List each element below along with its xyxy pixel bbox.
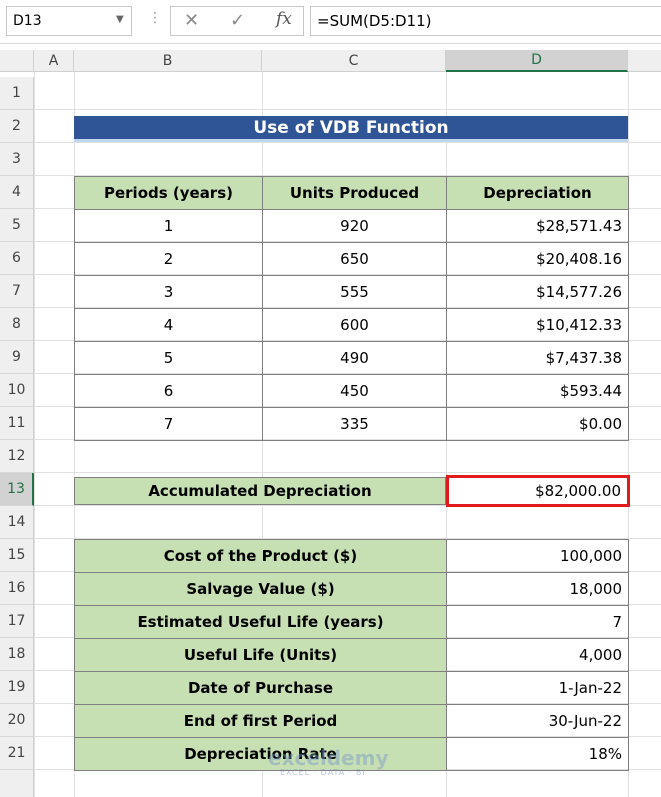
table-cell: 4	[74, 308, 263, 342]
table-cell: 3	[74, 275, 263, 309]
input-label: End of first Period	[74, 704, 447, 738]
input-label: Cost of the Product ($)	[74, 539, 447, 573]
table-cell: $0.00	[446, 407, 629, 441]
row-header[interactable]: 2	[0, 110, 34, 143]
name-box[interactable]: D13	[6, 6, 132, 36]
table-cell: 2	[74, 242, 263, 276]
grid-line	[34, 406, 661, 407]
column-header[interactable]: B	[74, 50, 262, 72]
table-cell: 6	[74, 374, 263, 408]
separator: ⋮	[148, 10, 162, 26]
grid-line	[34, 538, 661, 539]
accumulated-label: Accumulated Depreciation	[74, 477, 446, 505]
row-header[interactable]: 10	[0, 374, 34, 407]
input-value: 100,000	[446, 539, 629, 573]
table-cell: $7,437.38	[446, 341, 629, 375]
input-label: Estimated Useful Life (years)	[74, 605, 447, 639]
row-header[interactable]: 9	[0, 341, 34, 374]
table-cell: 555	[262, 275, 447, 309]
table-cell: 5	[74, 341, 263, 375]
row-header-fill	[0, 770, 34, 797]
table-cell: 450	[262, 374, 447, 408]
row-header[interactable]: 5	[0, 209, 34, 242]
row-header[interactable]: 4	[0, 176, 34, 209]
table-cell: 920	[262, 209, 447, 243]
grid-line	[34, 142, 661, 143]
input-value: 7	[446, 605, 629, 639]
watermark-tagline: EXCEL · DATA · BI	[280, 768, 366, 777]
table-header: Periods (years)	[74, 176, 263, 210]
table-cell: 650	[262, 242, 447, 276]
row-header[interactable]: 3	[0, 143, 34, 176]
row-header[interactable]: 15	[0, 539, 34, 572]
function-icon[interactable]: fx	[276, 9, 292, 29]
grid-line	[34, 109, 661, 110]
input-value: 1-Jan-22	[446, 671, 629, 705]
accumulated-value[interactable]: $82,000.00	[446, 475, 630, 507]
grid-line	[34, 505, 661, 506]
table-cell: 600	[262, 308, 447, 342]
row-header[interactable]: 12	[0, 440, 34, 473]
grid-line	[34, 373, 661, 374]
table-cell: $14,577.26	[446, 275, 629, 309]
table-cell: $10,412.33	[446, 308, 629, 342]
grid-line	[34, 439, 661, 440]
column-header[interactable]: D	[446, 50, 628, 72]
row-header[interactable]: 20	[0, 704, 34, 737]
row-header[interactable]: 16	[0, 572, 34, 605]
watermark-brand: exceldemy	[268, 746, 389, 770]
row-header[interactable]: 7	[0, 275, 34, 308]
row-header[interactable]: 18	[0, 638, 34, 671]
cancel-icon[interactable]: ✕	[184, 10, 200, 31]
formula-input[interactable]: =SUM(D5:D11)	[310, 6, 661, 36]
column-header-fill	[628, 50, 661, 72]
row-header[interactable]: 8	[0, 308, 34, 341]
input-label: Depreciation Rate	[74, 737, 447, 771]
input-label: Useful Life (Units)	[74, 638, 447, 672]
formula-buttons	[170, 6, 304, 36]
input-value: 30-Jun-22	[446, 704, 629, 738]
input-value: 18%	[446, 737, 629, 771]
column-header[interactable]: C	[262, 50, 446, 72]
grid-line	[34, 241, 661, 242]
input-value: 4,000	[446, 638, 629, 672]
row-header[interactable]: 1	[0, 77, 34, 110]
table-cell: $20,408.16	[446, 242, 629, 276]
column-header[interactable]: A	[34, 50, 74, 72]
table-header: Depreciation	[446, 176, 629, 210]
formula-bar	[0, 0, 661, 44]
grid-line	[34, 340, 661, 341]
row-header[interactable]: 11	[0, 407, 34, 440]
row-header[interactable]: 19	[0, 671, 34, 704]
title-banner: Use of VDB Function	[74, 116, 628, 142]
input-value: 18,000	[446, 572, 629, 606]
row-header[interactable]: 21	[0, 737, 34, 770]
table-cell: $28,571.43	[446, 209, 629, 243]
table-cell: $593.44	[446, 374, 629, 408]
table-cell: 7	[74, 407, 263, 441]
input-label: Date of Purchase	[74, 671, 447, 705]
input-label: Salvage Value ($)	[74, 572, 447, 606]
grid-line	[34, 72, 35, 797]
grid-line	[34, 472, 661, 473]
dropdown-arrow[interactable]: ▼	[116, 14, 124, 25]
table-cell: 490	[262, 341, 447, 375]
table-cell: 335	[262, 407, 447, 441]
row-header[interactable]: 6	[0, 242, 34, 275]
row-header[interactable]: 13	[0, 473, 34, 506]
grid-line	[34, 274, 661, 275]
row-header[interactable]: 17	[0, 605, 34, 638]
grid-line	[34, 307, 661, 308]
enter-icon[interactable]: ✓	[230, 10, 246, 31]
table-header: Units Produced	[262, 176, 447, 210]
table-cell: 1	[74, 209, 263, 243]
grid-line	[34, 175, 661, 176]
select-all[interactable]	[0, 50, 34, 72]
row-header[interactable]: 14	[0, 506, 34, 539]
